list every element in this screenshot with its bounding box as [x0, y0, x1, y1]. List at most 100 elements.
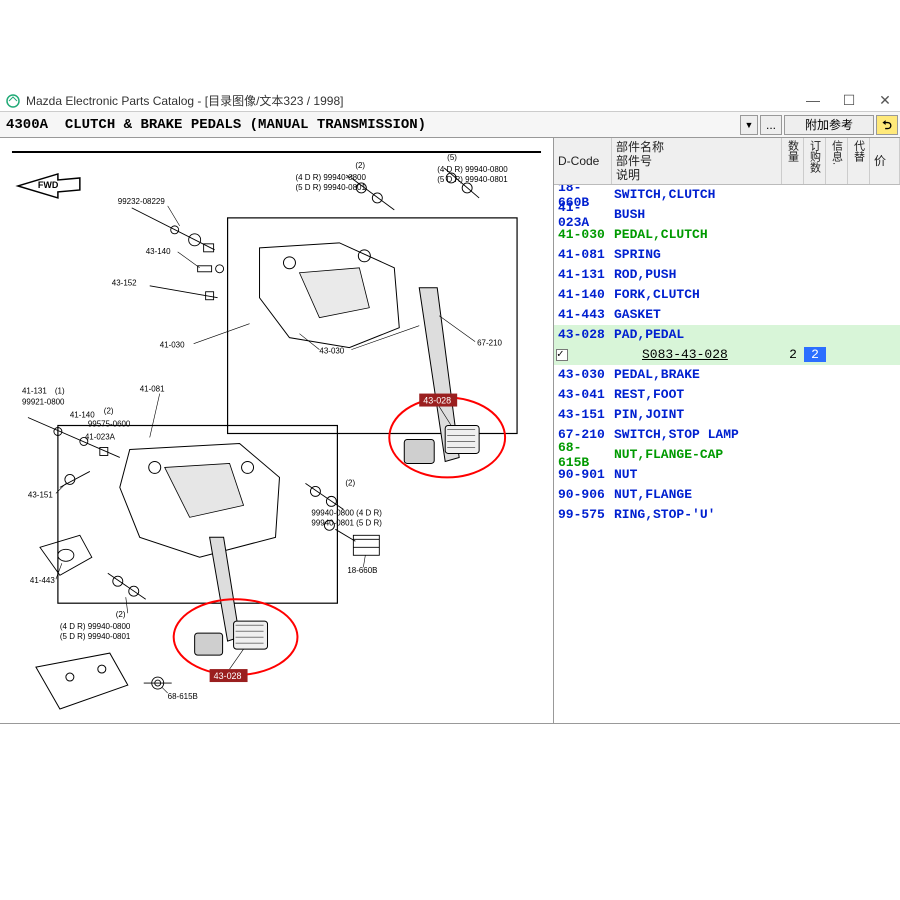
reference-button[interactable]: 附加参考 — [784, 115, 874, 135]
cell-dcode: 41-030 — [554, 227, 612, 242]
svg-text:68-615B: 68-615B — [168, 692, 198, 701]
table-row[interactable]: 41-131ROD,PUSH — [554, 265, 900, 285]
row-checkbox[interactable] — [556, 349, 568, 361]
svg-text:(2): (2) — [104, 407, 114, 416]
cell-dcode: 41-131 — [554, 267, 612, 282]
svg-text:(5 D R) 99940-0801: (5 D R) 99940-0801 — [60, 632, 131, 641]
table-row[interactable]: 90-906NUT,FLANGE — [554, 485, 900, 505]
svg-text:(2): (2) — [116, 610, 126, 619]
part-number[interactable]: S083-43-028 — [642, 347, 728, 362]
svg-text:41-081: 41-081 — [140, 385, 165, 394]
table-row[interactable]: 41-030PEDAL,CLUTCH — [554, 225, 900, 245]
svg-text:(1): (1) — [55, 387, 65, 396]
svg-text:(5 D R) 99940-0801: (5 D R) 99940-0801 — [295, 183, 366, 192]
cell-order-qty[interactable]: 2 — [804, 347, 826, 362]
table-row[interactable]: 41-023ABUSH — [554, 205, 900, 225]
cell-name: SWITCH,STOP LAMP — [612, 427, 782, 442]
window-title: Mazda Electronic Parts Catalog - [目录图像/文… — [26, 92, 804, 109]
svg-text:43-030: 43-030 — [319, 347, 344, 356]
cell-name: SPRING — [612, 247, 782, 262]
cell-dcode: 41-140 — [554, 287, 612, 302]
svg-text:(5 D R) 99940-0801: (5 D R) 99940-0801 — [437, 175, 508, 184]
cell-dcode: 41-023A — [554, 200, 612, 230]
diagram-pane[interactable]: FWD (2) (5) (4 D R) 9994 — [0, 138, 554, 723]
th-name[interactable]: 部件名称 部件号 说明 — [612, 138, 782, 184]
cell-name: FORK,CLUTCH — [612, 287, 782, 302]
table-row[interactable]: 43-028PAD,PEDAL — [554, 325, 900, 345]
svg-text:99921-0800: 99921-0800 — [22, 398, 65, 407]
cell-qty: 2 — [782, 347, 804, 362]
cell-dcode: 90-901 — [554, 467, 612, 482]
svg-text:(5): (5) — [447, 153, 457, 162]
app-icon — [6, 94, 20, 108]
cell-name: NUT — [612, 467, 782, 482]
cell-name: BUSH — [612, 207, 782, 222]
cell-dcode: 41-081 — [554, 247, 612, 262]
svg-text:(4 D R) 99940-0800: (4 D R) 99940-0800 — [295, 173, 366, 182]
cell-name: RING,STOP-'U' — [612, 507, 782, 522]
cell-name: PEDAL,BRAKE — [612, 367, 782, 382]
svg-text:43-152: 43-152 — [112, 279, 137, 288]
svg-text:99575-0600: 99575-0600 — [88, 420, 131, 429]
table-row[interactable]: 41-140FORK,CLUTCH — [554, 285, 900, 305]
cell-dcode: 90-906 — [554, 487, 612, 502]
cell-dcode: 43-030 — [554, 367, 612, 382]
more-button[interactable]: ... — [760, 115, 782, 135]
th-ord[interactable]: 订购数 — [804, 138, 826, 184]
cell-dcode: 99-575 — [554, 507, 612, 522]
top-whitespace — [0, 0, 900, 90]
svg-text:41-443: 41-443 — [30, 576, 55, 585]
cell-name: NUT,FLANGE — [612, 487, 782, 502]
table-row[interactable]: 90-901NUT — [554, 465, 900, 485]
svg-text:(2): (2) — [355, 161, 365, 170]
svg-text:43-028: 43-028 — [214, 671, 242, 681]
window-titlebar: Mazda Electronic Parts Catalog - [目录图像/文… — [0, 90, 900, 112]
table-row[interactable]: 41-081SPRING — [554, 245, 900, 265]
back-button[interactable]: ⮌ — [876, 115, 898, 135]
table-row[interactable]: 43-151PIN,JOINT — [554, 405, 900, 425]
cell-name: REST,FOOT — [612, 387, 782, 402]
svg-text:41-030: 41-030 — [160, 341, 185, 350]
svg-text:99940-0800 (4 D R): 99940-0800 (4 D R) — [311, 508, 382, 517]
table-row[interactable]: 68-615BNUT,FLANGE-CAP — [554, 445, 900, 465]
cell-name: PIN,JOINT — [612, 407, 782, 422]
svg-text:99940-0801 (5 D R): 99940-0801 (5 D R) — [311, 518, 382, 527]
parts-table: D-Code 部件名称 部件号 说明 数量 订购数 信息. 代替 价 18-66… — [554, 138, 900, 723]
cell-name: GASKET — [612, 307, 782, 322]
table-row-expanded[interactable]: S083-43-028 22 — [554, 345, 900, 365]
svg-text:43-151: 43-151 — [28, 490, 53, 499]
table-row[interactable]: 41-443GASKET — [554, 305, 900, 325]
cell-dcode: 68-615B — [554, 440, 612, 470]
svg-text:41-140: 41-140 — [70, 411, 95, 420]
cell-dcode: 43-151 — [554, 407, 612, 422]
table-row[interactable]: 99-575RING,STOP-'U' — [554, 505, 900, 525]
svg-text:41-023A: 41-023A — [85, 432, 116, 441]
th-sub[interactable]: 代替 — [848, 138, 870, 184]
th-qty[interactable]: 数量 — [782, 138, 804, 184]
svg-text:99232-08229: 99232-08229 — [118, 197, 166, 206]
cell-dcode: 43-028 — [554, 327, 612, 342]
cell-name: ROD,PUSH — [612, 267, 782, 282]
svg-text:FWD: FWD — [38, 180, 59, 190]
cell-name: SWITCH,CLUTCH — [612, 187, 782, 202]
svg-text:67-210: 67-210 — [477, 339, 502, 348]
svg-text:(4 D R) 99940-0800: (4 D R) 99940-0800 — [60, 622, 131, 631]
th-price[interactable]: 价 — [870, 138, 900, 184]
table-row[interactable]: 43-030PEDAL,BRAKE — [554, 365, 900, 385]
th-info[interactable]: 信息. — [826, 138, 848, 184]
cell-dcode: 43-041 — [554, 387, 612, 402]
th-dcode[interactable]: D-Code — [554, 138, 612, 184]
minimize-button[interactable]: — — [804, 92, 822, 109]
assembly-dropdown[interactable]: ▼ — [740, 115, 758, 135]
cell-name: NUT,FLANGE-CAP — [612, 447, 782, 462]
cell-name: PAD,PEDAL — [612, 327, 782, 342]
cell-dcode: 41-443 — [554, 307, 612, 322]
svg-text:(4 D R) 99940-0800: (4 D R) 99940-0800 — [437, 165, 508, 174]
maximize-button[interactable]: ☐ — [840, 92, 858, 109]
close-button[interactable]: ✕ — [876, 92, 894, 109]
svg-text:18-660B: 18-660B — [347, 566, 377, 575]
table-body: 18-660BSWITCH,CLUTCH41-023ABUSH41-030PED… — [554, 185, 900, 723]
table-row[interactable]: 43-041REST,FOOT — [554, 385, 900, 405]
svg-text:43-028: 43-028 — [423, 396, 451, 406]
svg-text:(2): (2) — [345, 478, 355, 487]
